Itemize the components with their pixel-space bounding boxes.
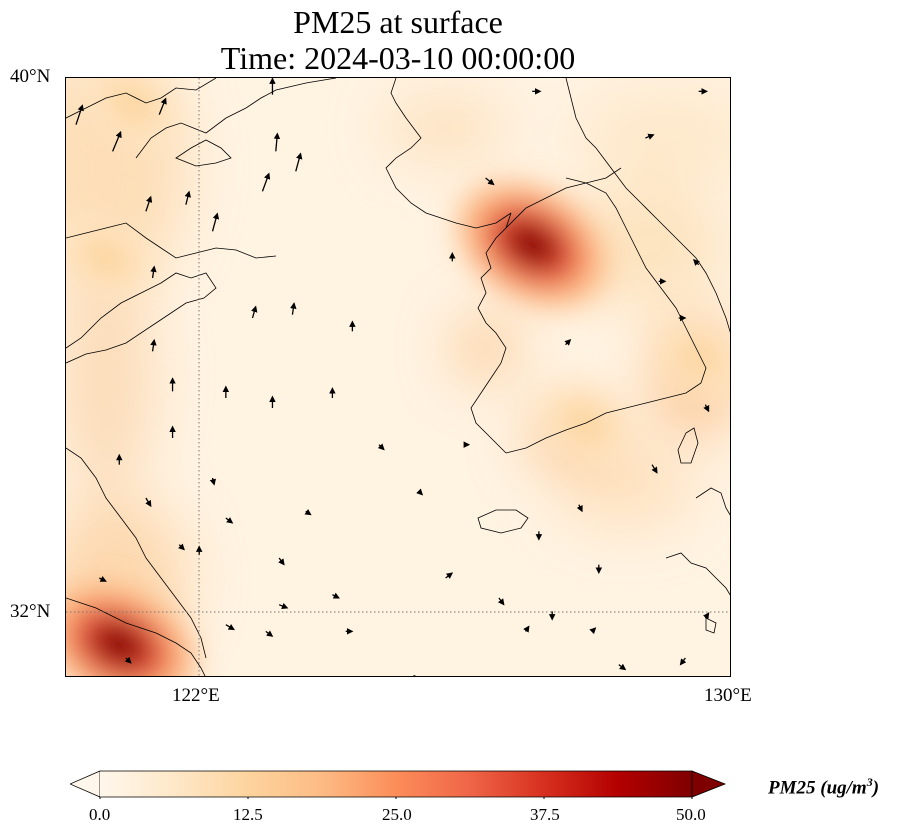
colorbar-extend-low [68,770,101,798]
colorbar-graphic [68,770,727,801]
wind-arrow [332,592,340,599]
colorbar [68,769,730,801]
colorbar-title-superscript: 3 [866,775,873,789]
coast-liaoning [66,78,217,119]
jeju-island [477,509,529,534]
wind-arrow [150,265,157,279]
wind-arrow [497,597,505,606]
coast-goto [705,617,717,634]
wind-arrow [618,663,627,671]
wind-arrow [209,477,217,486]
wind-arrow [225,624,235,631]
wind-vectors [75,78,710,676]
coast-liaodong [135,78,337,159]
colorbar-tick-50: 50.0 [676,805,706,824]
wind-arrow [485,177,495,186]
colorbar-title: PM25 (ug/m3) [768,775,880,799]
coast-korea-northeast [565,78,730,333]
coast-dalian [175,139,232,167]
coast-korea-west [470,212,512,454]
wind-arrow [225,517,234,524]
coast-korea-south [505,382,702,454]
wind-arrow [702,612,710,620]
hotspot-seoul [457,181,608,308]
lon-label-122: 122°E [172,685,220,706]
wind-arrow [651,464,658,474]
wind-arrow [158,97,167,115]
coast-jiangsu [66,447,207,659]
hotspot-korea-east-coast [650,317,730,399]
colorbar-tick-12-5: 12.5 [233,805,263,824]
wind-arrow [184,190,191,205]
border-line [505,167,622,229]
wind-arrow [576,504,583,513]
wind-arrow [290,302,297,315]
hotspot-busan [537,384,634,466]
wind-arrow [416,488,424,496]
tsushima-island [677,427,699,464]
gridlines [66,78,730,676]
wind-arrow [692,258,700,266]
wind-arrow [211,212,220,232]
lon-label-130: 130°E [704,685,752,706]
colorbar-extend-high [691,770,727,798]
wind-arrow [150,338,157,352]
colorbar-tick-25: 25.0 [382,805,412,824]
coast-yangtze [66,597,206,676]
wind-arrow [261,172,271,192]
map-title-line1: PM25 at surface [293,4,503,40]
lat-label-40: 40°N [10,66,51,87]
wind-arrow [703,404,710,413]
coast-korea-north [385,78,512,229]
wind-arrow [278,557,285,566]
wind-arrow [112,130,122,152]
hotspot-liaoning [84,78,181,146]
wind-arrow [75,104,84,125]
colorbar-tick-37-5: 37.5 [530,805,560,824]
coast-japan-south [665,552,730,596]
wind-arrow [295,152,303,172]
wind-arrow [564,338,572,346]
coast-korea-east [565,177,707,384]
wind-arrow [377,443,385,451]
wind-arrow [145,195,153,212]
coast-japan-kyushu [695,487,730,516]
hotspot-shanghai [66,583,196,676]
wind-arrow [124,656,132,664]
wind-arrow [99,575,107,582]
coast-shandong [66,272,217,364]
coast-hebei-shandong-north [66,222,277,259]
wind-arrow [645,133,655,140]
wind-arrow [304,508,312,516]
wind-arrow [265,630,274,637]
colorbar-fill [100,771,692,797]
wind-arrow [679,657,687,666]
wind-arrow [278,602,289,609]
pm25-field [66,78,730,676]
wind-arrow [589,627,597,635]
coastlines [66,78,730,676]
map-canvas [66,78,730,676]
lat-label-32: 32°N [10,601,51,622]
map-title-line2: Time: 2024-03-10 00:00:00 [220,40,576,76]
wind-arrow [445,572,454,579]
wind-arrow [251,305,258,319]
wind-arrow [145,497,152,508]
wind-arrow [273,132,281,152]
map-panel[interactable] [65,77,731,677]
wind-arrow [523,625,530,633]
hotspot-shandong [66,217,155,299]
colorbar-tick-0: 0.0 [89,805,111,824]
pm25-hotspots [66,78,730,676]
wind-arrow [178,543,185,551]
